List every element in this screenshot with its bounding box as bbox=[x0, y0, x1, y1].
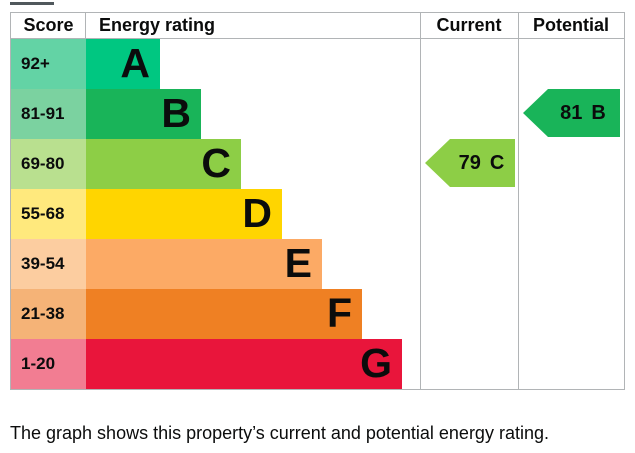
rating-band-bar-a: A bbox=[86, 39, 160, 89]
graph-caption: The graph shows this property’s current … bbox=[10, 423, 549, 443]
energy-rating-column-header: Energy rating bbox=[99, 15, 216, 35]
band-letter: F bbox=[326, 290, 352, 336]
score-range-cell: 92+ bbox=[11, 39, 86, 89]
score-range-cell: 55-68 bbox=[11, 189, 86, 239]
rating-band-bar-f: F bbox=[86, 289, 362, 339]
band-letter: A bbox=[120, 40, 150, 86]
table-header-row: Score Energy rating Current Potential bbox=[11, 13, 624, 39]
score-range-cell: 69-80 bbox=[11, 139, 86, 189]
score-range-cell: 39-54 bbox=[11, 239, 86, 289]
potential-rating-band: B bbox=[591, 101, 606, 124]
band-letter: C bbox=[201, 140, 231, 186]
score-range-cell: 1-20 bbox=[11, 339, 86, 389]
rating-band-bar-e: E bbox=[86, 239, 322, 289]
current-column-divider bbox=[420, 13, 421, 389]
potential-column-header: Potential bbox=[532, 15, 609, 35]
band-letter: D bbox=[242, 190, 272, 236]
band-letter: G bbox=[360, 340, 392, 386]
header-divider bbox=[85, 13, 86, 38]
current-rating-score: 79 bbox=[458, 151, 481, 174]
current-column-header: Current bbox=[436, 15, 502, 35]
band-letter: E bbox=[284, 240, 312, 286]
rating-band-bar-b: B bbox=[86, 89, 201, 139]
rating-band-bar-c: C bbox=[86, 139, 241, 189]
rating-band-bar-d: D bbox=[86, 189, 282, 239]
band-row-c: 69-80 C bbox=[11, 139, 624, 189]
score-range-cell: 21-38 bbox=[11, 289, 86, 339]
energy-rating-table: Score Energy rating Current Potential 92… bbox=[10, 12, 625, 390]
cropped-page-edge-fragment bbox=[10, 2, 54, 5]
band-row-b: 81-91 B bbox=[11, 89, 624, 139]
potential-rating-score: 81 bbox=[560, 101, 583, 124]
band-row-f: 21-38 F bbox=[11, 289, 624, 339]
rating-band-bar-g: G bbox=[86, 339, 402, 389]
band-row-e: 39-54 E bbox=[11, 239, 624, 289]
score-range-cell: 81-91 bbox=[11, 89, 86, 139]
band-row-d: 55-68 D bbox=[11, 189, 624, 239]
potential-column-divider bbox=[518, 13, 519, 389]
band-letter: B bbox=[161, 90, 191, 136]
current-rating-band: C bbox=[489, 151, 505, 174]
band-row-a: 92+ A bbox=[11, 39, 624, 89]
band-row-g: 1-20 G bbox=[11, 339, 624, 389]
band-rows: 92+ A 81-91 B 69-80 C 55-68 D 39-54 E 21-38 F 1-20 G bbox=[11, 39, 624, 389]
score-column-header: Score bbox=[23, 15, 74, 35]
